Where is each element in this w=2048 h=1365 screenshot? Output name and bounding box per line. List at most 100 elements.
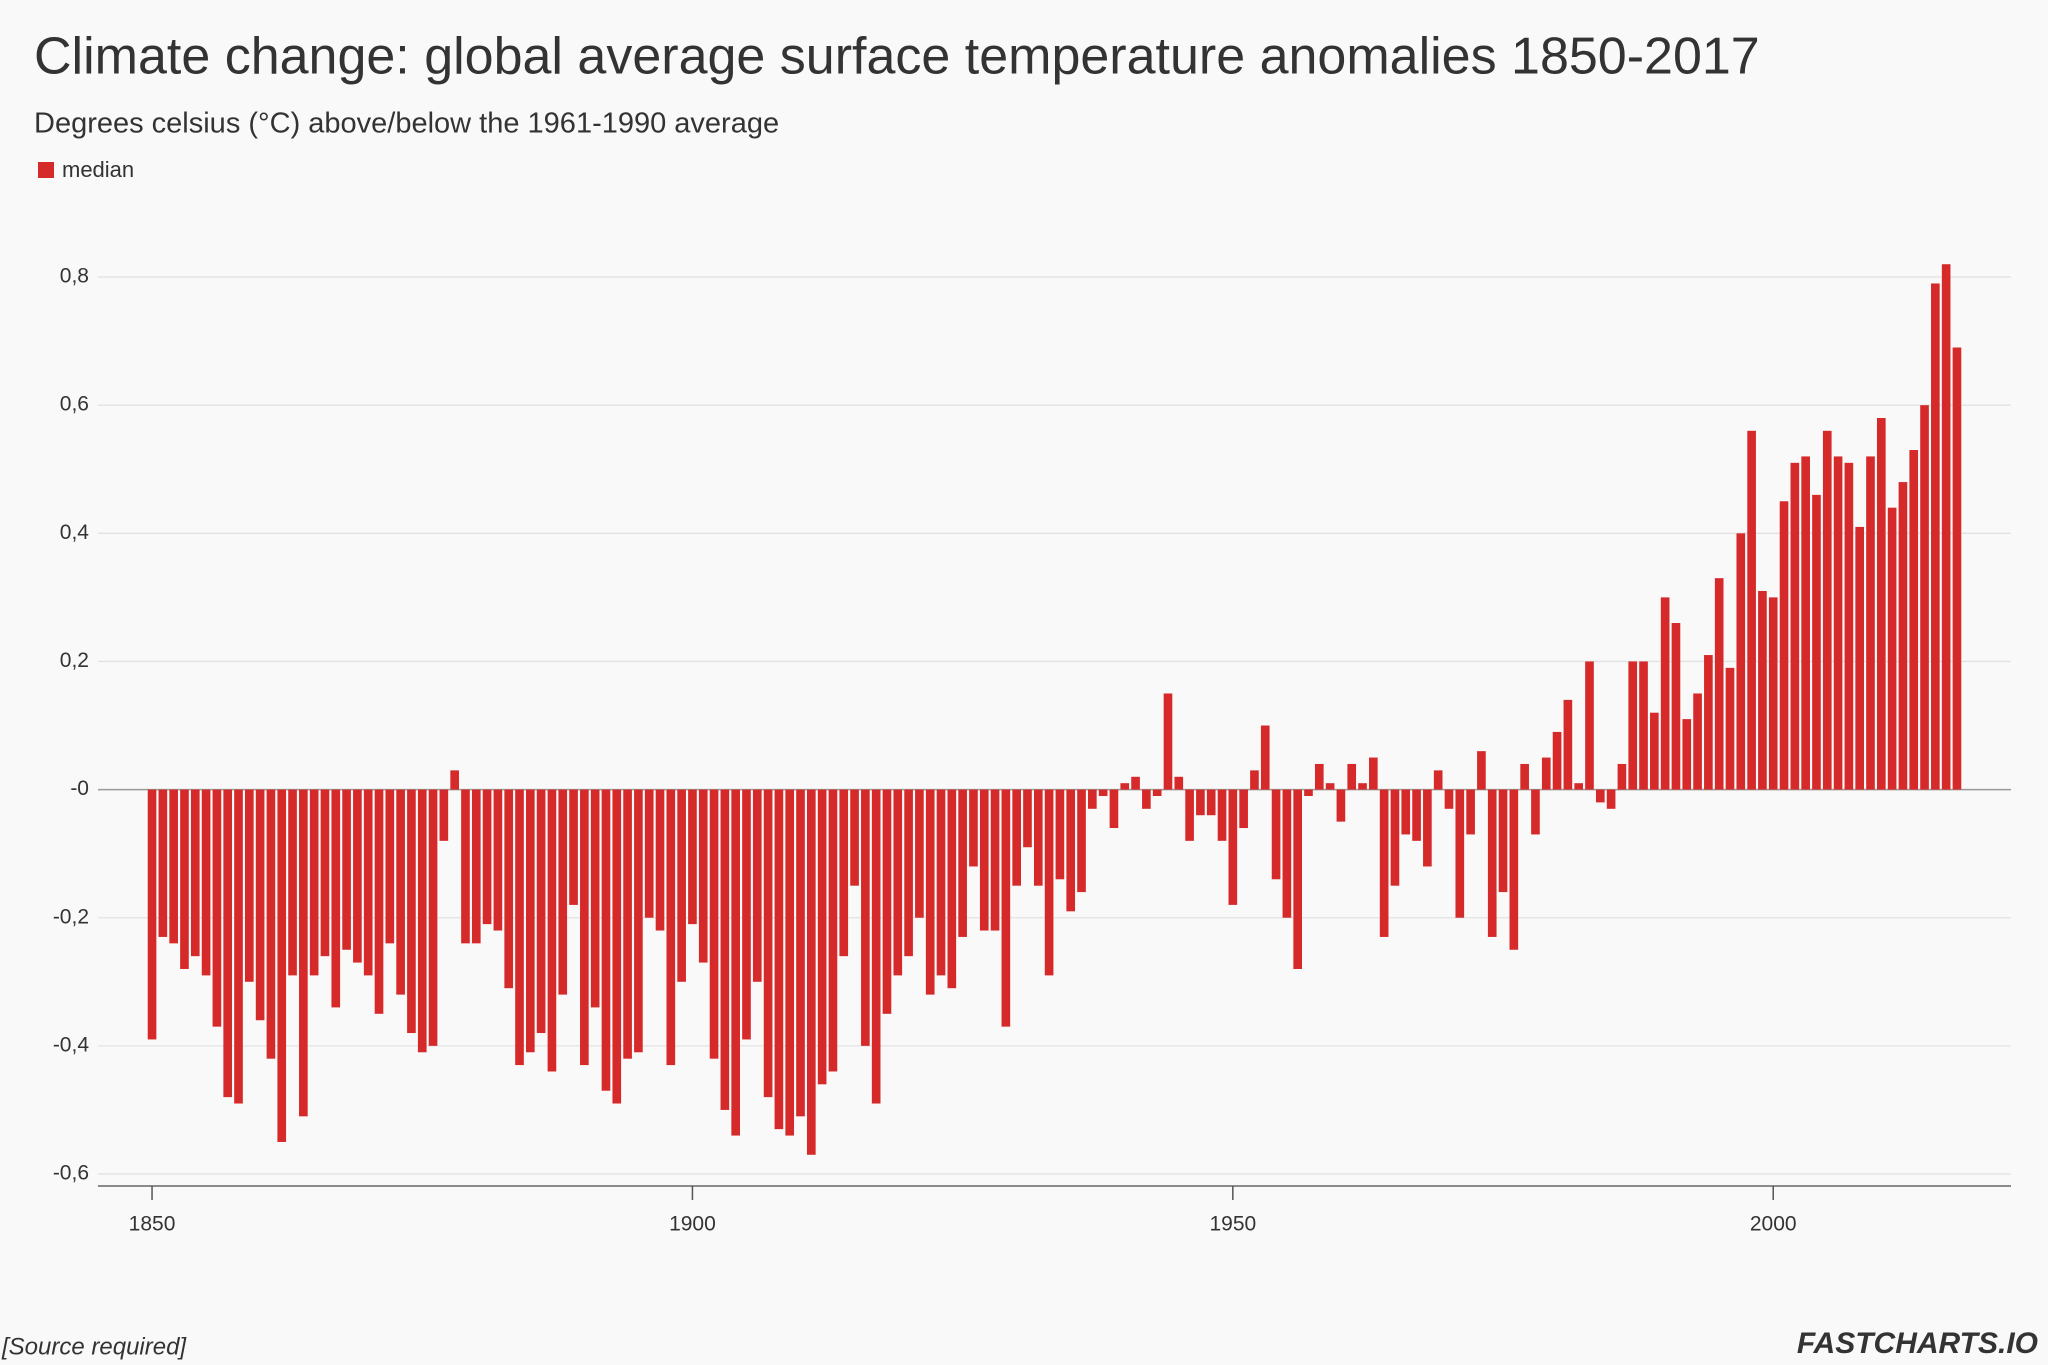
bar (439, 789, 449, 841)
bar (234, 789, 243, 1104)
bar (1098, 789, 1108, 796)
bar (385, 789, 395, 944)
bar (806, 789, 816, 1155)
bar (688, 789, 697, 925)
bar (817, 789, 827, 1085)
bar (1541, 757, 1551, 790)
bar (893, 789, 903, 976)
bar (331, 789, 341, 1008)
bar (882, 789, 892, 1014)
bar (1768, 597, 1778, 790)
bar (731, 789, 740, 1136)
bar (828, 789, 838, 1072)
bar (374, 789, 384, 1014)
bar (1325, 783, 1335, 790)
bar (504, 789, 514, 989)
bar (1693, 693, 1702, 790)
bar (190, 789, 200, 957)
x-tick-label: 2000 (1750, 1213, 1797, 1236)
bar (1909, 450, 1919, 790)
bar (904, 789, 913, 957)
legend-label: median (62, 157, 134, 182)
bar (1639, 661, 1648, 790)
bar (558, 789, 568, 995)
bar (1369, 757, 1378, 790)
bar (1423, 789, 1432, 867)
bar (1217, 789, 1227, 841)
bar (1552, 731, 1562, 790)
bar (1131, 776, 1140, 790)
x-tick-label: 1900 (669, 1213, 716, 1236)
bar (288, 789, 297, 976)
bar (774, 789, 784, 1130)
bar (1174, 776, 1184, 790)
bar (979, 789, 989, 931)
bar (1650, 712, 1659, 790)
bar (796, 789, 805, 1117)
bar (1747, 430, 1756, 790)
y-tick-label: 0,8 (60, 265, 89, 288)
bar (266, 789, 276, 1059)
bar (590, 789, 600, 1008)
bar (1866, 456, 1875, 790)
bar (1185, 789, 1194, 841)
bar (1250, 770, 1259, 790)
bar (1066, 789, 1076, 912)
bar (1455, 789, 1465, 918)
bar (1822, 430, 1832, 790)
bar (255, 789, 265, 1021)
bar (1920, 405, 1929, 790)
bar (1563, 699, 1573, 790)
bar (1704, 655, 1713, 790)
bar (1758, 590, 1767, 790)
bar (1271, 789, 1281, 880)
bar (763, 789, 773, 1098)
y-tick-label: 0,2 (60, 649, 89, 672)
bar (1120, 783, 1130, 790)
bar (1196, 789, 1205, 816)
bar (1585, 661, 1594, 790)
bar (1163, 693, 1173, 790)
bar (580, 789, 589, 1066)
bar (1952, 347, 1962, 790)
x-tick-label: 1850 (129, 1213, 176, 1236)
y-tick-label: -0 (70, 777, 89, 800)
bar (1898, 482, 1908, 790)
bar (1941, 264, 1951, 790)
bar (277, 789, 287, 1142)
bar (493, 789, 503, 931)
bar (1055, 789, 1065, 880)
chart-subtitle: Degrees celsius (°C) above/below the 196… (34, 108, 779, 140)
bar (1304, 789, 1313, 796)
bar (990, 789, 1000, 931)
bar (1595, 789, 1605, 803)
bar (461, 789, 470, 944)
bar (320, 789, 330, 957)
bar (1260, 725, 1270, 790)
bar (1606, 789, 1616, 809)
bar (1023, 789, 1032, 848)
bar (1012, 789, 1021, 886)
bar (363, 789, 373, 976)
bar (1109, 789, 1119, 829)
bar (666, 789, 676, 1066)
bar (612, 789, 622, 1104)
bar (752, 789, 762, 982)
bar (1077, 789, 1086, 893)
bar (1628, 661, 1638, 790)
bar (969, 789, 978, 867)
bar (1714, 578, 1724, 790)
bar (1044, 789, 1054, 976)
bar (634, 789, 643, 1053)
legend-swatch (38, 162, 54, 178)
bar (1379, 789, 1389, 937)
bar (742, 789, 751, 1040)
bar (407, 789, 416, 1034)
bar (1574, 783, 1584, 790)
bar (623, 789, 632, 1059)
bar (1487, 789, 1497, 937)
bar (1779, 501, 1789, 790)
bar (915, 789, 924, 918)
source: [Source required] (1, 1333, 187, 1360)
bar (569, 789, 578, 905)
